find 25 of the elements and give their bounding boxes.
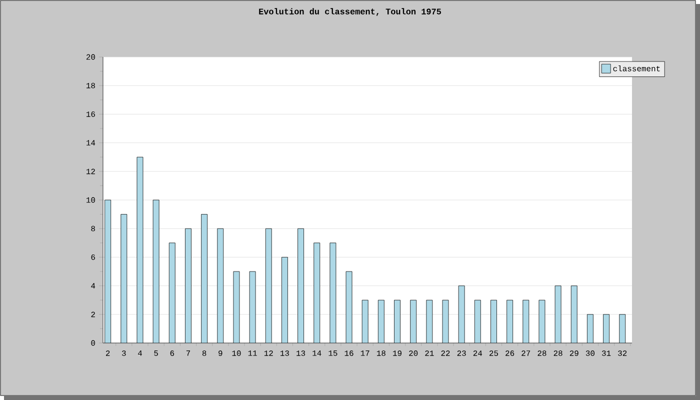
bar: [506, 300, 513, 343]
bar: [185, 228, 192, 343]
bar: [587, 314, 594, 343]
bar: [120, 214, 127, 343]
chart-title: Evolution du classement, Toulon 1975: [259, 8, 442, 16]
bar: [571, 286, 578, 343]
bar: [362, 300, 368, 343]
bar: [314, 242, 320, 343]
bar: [458, 286, 465, 343]
bar: [104, 200, 111, 343]
bar: [378, 300, 384, 343]
bar: [298, 228, 304, 343]
bar: [394, 300, 400, 343]
bar: [603, 314, 610, 343]
bar: [410, 300, 416, 343]
bar: [266, 228, 272, 343]
bar: [282, 257, 288, 343]
bar: [169, 242, 176, 343]
bar: [201, 214, 208, 343]
bar: [426, 300, 432, 343]
bar: [217, 228, 224, 343]
bar: [522, 300, 529, 343]
bar: [474, 300, 481, 343]
bar: [619, 314, 626, 343]
bar: [490, 300, 497, 343]
